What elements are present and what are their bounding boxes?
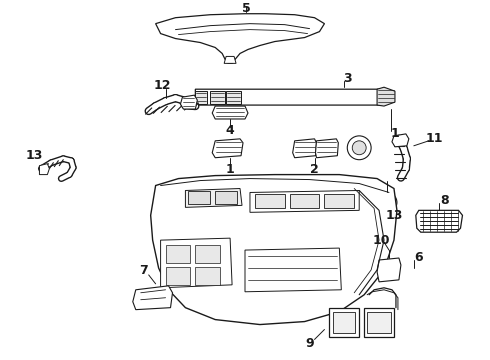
Text: 5: 5 [242,2,250,15]
Text: 8: 8 [441,194,449,207]
Polygon shape [293,139,317,158]
Text: 10: 10 [372,234,390,247]
Polygon shape [210,91,225,104]
Text: 1: 1 [391,127,399,140]
Polygon shape [416,210,463,232]
Polygon shape [39,164,49,175]
Text: 7: 7 [139,265,148,278]
Polygon shape [196,91,207,104]
Text: 2: 2 [310,163,319,176]
Polygon shape [196,245,220,263]
Polygon shape [196,267,220,285]
Text: 13: 13 [385,209,403,222]
Polygon shape [212,106,248,119]
Circle shape [377,193,397,212]
Text: 3: 3 [343,72,352,85]
Polygon shape [364,308,394,337]
Polygon shape [156,14,324,63]
Polygon shape [224,57,236,63]
Polygon shape [377,87,395,106]
Text: 9: 9 [305,337,314,350]
Text: 6: 6 [415,251,423,264]
Polygon shape [212,139,243,158]
Polygon shape [367,312,391,333]
Circle shape [382,197,392,207]
Polygon shape [133,286,172,310]
Polygon shape [180,95,197,109]
Text: 12: 12 [154,79,172,92]
Circle shape [352,141,366,155]
Polygon shape [245,248,342,292]
Polygon shape [185,189,242,207]
Polygon shape [215,192,237,204]
Polygon shape [392,134,409,147]
Polygon shape [250,190,359,212]
Polygon shape [316,139,339,158]
Polygon shape [333,312,355,333]
Text: 13: 13 [26,149,43,162]
Text: 1: 1 [226,163,235,176]
Polygon shape [290,194,319,208]
Polygon shape [166,267,191,285]
Polygon shape [324,194,354,208]
Polygon shape [166,245,191,263]
Polygon shape [161,238,232,288]
Polygon shape [329,308,359,337]
Circle shape [347,136,371,160]
Text: 11: 11 [426,132,443,145]
Polygon shape [150,175,397,325]
Text: 4: 4 [226,125,235,138]
Polygon shape [255,194,285,208]
Polygon shape [196,89,394,105]
Polygon shape [188,192,210,204]
Polygon shape [377,258,401,282]
Polygon shape [226,91,241,104]
